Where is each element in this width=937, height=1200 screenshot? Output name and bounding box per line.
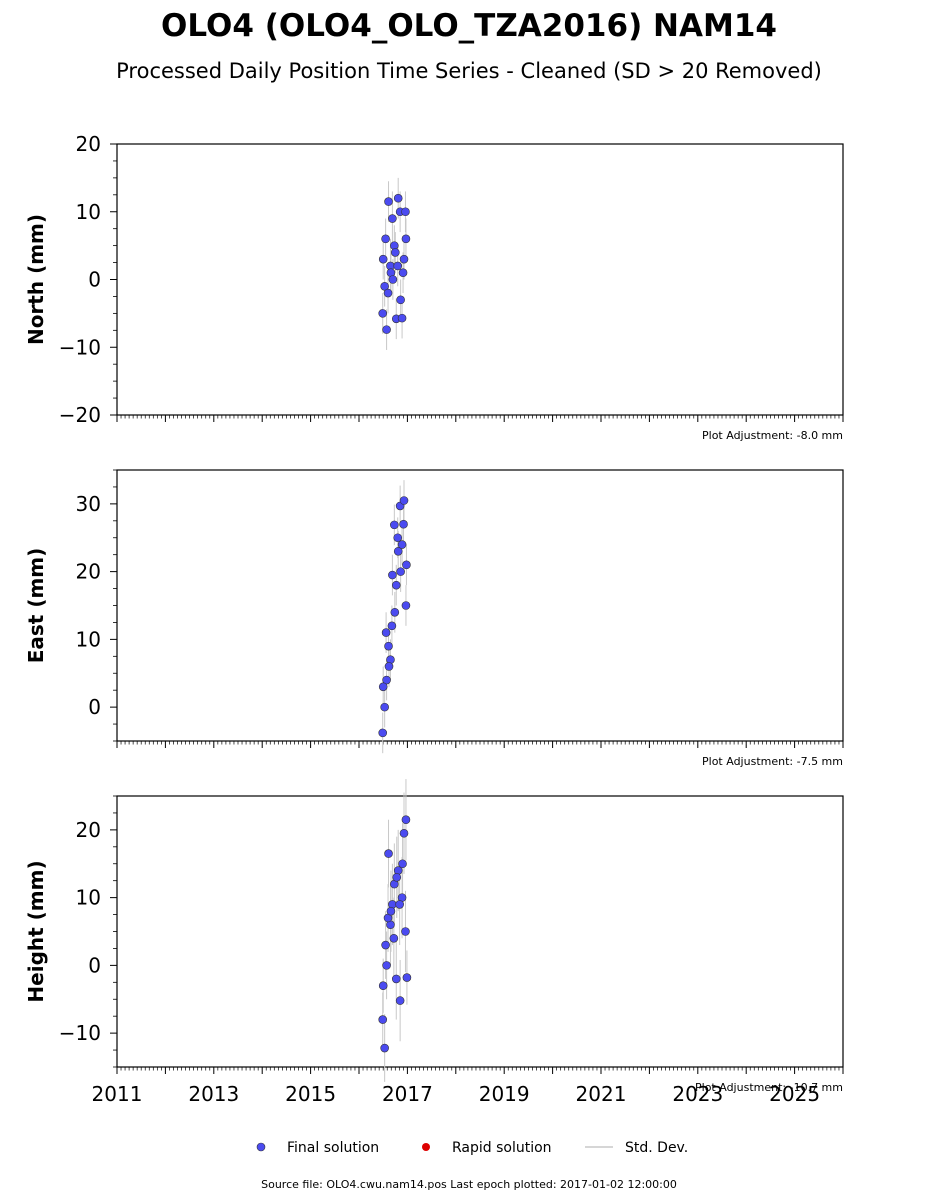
legend-rapid-marker	[422, 1143, 430, 1151]
data-point	[380, 281, 389, 291]
data-point	[401, 601, 411, 610]
x-tick-label: 2017	[382, 1082, 433, 1106]
panel-1: 0 10 20 30 East (mm) Plot Adjustment: -7.5 mm	[24, 469, 844, 768]
data-point	[396, 567, 405, 576]
x-tick-label: 2019	[479, 1082, 530, 1106]
legend: Final solution Rapid solution Std. Dev.	[256, 1140, 688, 1156]
data-point	[393, 546, 403, 556]
data-point	[401, 207, 410, 217]
data-point	[382, 961, 391, 970]
legend-final-marker	[256, 1142, 266, 1152]
data-point	[395, 996, 405, 1005]
data-point	[399, 496, 409, 505]
legend-rapid-label: Rapid solution	[452, 1140, 552, 1156]
plot-frame	[116, 143, 844, 416]
data-point	[381, 234, 390, 244]
data-point	[393, 261, 403, 271]
data-point	[393, 533, 403, 543]
data-point	[396, 295, 405, 305]
data-point	[378, 254, 388, 264]
plot-frame	[116, 795, 844, 1068]
data-point	[399, 254, 409, 264]
data-point	[392, 872, 402, 882]
data-point	[381, 628, 391, 637]
data-point	[401, 927, 410, 936]
y-tick-label: 20	[76, 132, 101, 156]
data-point	[388, 570, 397, 580]
data-point	[402, 560, 411, 570]
data-point	[401, 234, 411, 244]
data-point	[401, 815, 411, 825]
x-tick-label: 2015	[285, 1082, 336, 1106]
data-point	[378, 1015, 388, 1024]
data-point	[389, 933, 399, 943]
data-point	[397, 313, 407, 323]
data-point	[378, 728, 388, 738]
y-tick-label: 10	[76, 886, 101, 910]
plot-frame	[116, 469, 844, 742]
panel-2: −10 0 10 20 2011 2013 2015 2017 2019 2021 2023 2025…	[24, 779, 844, 1106]
y-tick-label: 30	[76, 492, 101, 516]
y-tick-label: 0	[88, 695, 101, 719]
data-point	[390, 520, 399, 530]
data-point	[398, 859, 407, 869]
x-tick-label: 2023	[672, 1082, 723, 1106]
data-point	[378, 682, 388, 692]
x-tick-label: 2011	[92, 1082, 143, 1106]
data-point	[384, 849, 393, 858]
y-tick-label: 20	[76, 818, 101, 842]
y-tick-label: 10	[76, 200, 101, 224]
data-point	[380, 702, 389, 712]
data-point	[398, 268, 408, 278]
data-point	[380, 1043, 389, 1053]
data-point	[399, 519, 408, 529]
y-tick-label: 20	[76, 560, 101, 584]
data-point	[384, 662, 394, 671]
data-point	[397, 540, 407, 549]
data-point	[402, 973, 412, 982]
data-point	[384, 641, 393, 651]
y-axis-label: Height (mm)	[24, 860, 48, 1002]
panels: −20 −10 0 10 20 North (mm) Plot Adjustment: -8…	[24, 132, 844, 1106]
data-point	[382, 675, 391, 685]
y-tick-label: 0	[88, 953, 101, 977]
data-point	[383, 288, 393, 298]
data-point	[382, 325, 391, 334]
x-tick-label: 2013	[188, 1082, 239, 1106]
x-tick-label: 2025	[769, 1082, 820, 1106]
plot-adjustment: Plot Adjustment: -7.5 mm	[702, 755, 843, 768]
data-point	[391, 974, 401, 984]
data-point	[399, 828, 409, 838]
data-point	[395, 900, 404, 909]
chart-subtitle: Processed Daily Position Time Series - C…	[116, 59, 822, 83]
data-point	[378, 981, 388, 991]
data-point	[391, 580, 401, 590]
y-tick-label: −10	[59, 335, 101, 359]
y-tick-label: −10	[59, 1021, 101, 1045]
data-point	[390, 248, 400, 257]
data-point	[393, 193, 403, 203]
legend-final-label: Final solution	[287, 1140, 379, 1156]
y-tick-label: −20	[59, 403, 101, 427]
data-point	[387, 621, 397, 631]
data-point	[378, 309, 388, 318]
y-axis-label: North (mm)	[24, 214, 48, 345]
data-point	[381, 940, 390, 950]
plot-adjustment: Plot Adjustment: -10.7 mm	[695, 1081, 843, 1094]
data-point	[388, 275, 398, 284]
panel-0: −20 −10 0 10 20 North (mm) Plot Adjustment: -8…	[24, 132, 844, 442]
y-tick-label: 0	[88, 268, 101, 292]
plot-adjustment: Plot Adjustment: -8.0 mm	[702, 429, 843, 442]
x-tick-label: 2021	[576, 1082, 627, 1106]
data-point	[390, 607, 400, 617]
data-point	[384, 197, 393, 206]
y-axis-label: East (mm)	[24, 548, 48, 664]
y-tick-label: 10	[76, 627, 101, 651]
footer-source: Source file: OLO4.cwu.nam14.pos Last epo…	[261, 1178, 677, 1191]
legend-std-label: Std. Dev.	[625, 1140, 688, 1156]
data-point	[386, 906, 396, 916]
chart-title: OLO4 (OLO4_OLO_TZA2016) NAM14	[161, 8, 777, 44]
data-point	[388, 214, 397, 223]
